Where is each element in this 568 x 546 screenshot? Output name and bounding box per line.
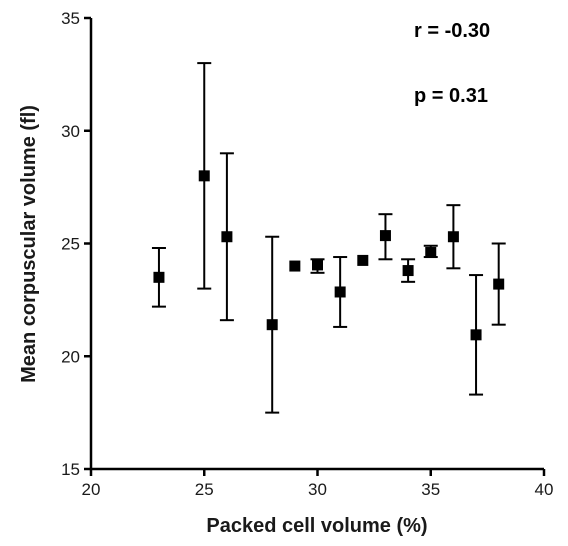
y-ticks: 15 20 25 30 35 [61, 9, 91, 479]
data-point-marker [221, 231, 233, 243]
y-tick-label: 30 [61, 122, 80, 141]
x-tick-label: 30 [308, 480, 327, 499]
data-point-group [357, 254, 369, 266]
data-point-marker [357, 254, 369, 266]
data-point-marker [153, 271, 165, 283]
data-point-marker [266, 319, 278, 331]
y-tick-label: 35 [61, 9, 80, 28]
data-point-marker [493, 278, 505, 290]
data-point-group [401, 258, 416, 283]
y-tick-label: 25 [61, 235, 80, 254]
data-marks [151, 62, 506, 414]
y-axis-title: Mean corpuscular volume (fl) [18, 105, 40, 383]
data-point-group [378, 213, 393, 261]
x-tick-label: 20 [82, 480, 101, 499]
data-point-group [423, 244, 438, 259]
data-point-group [289, 260, 301, 272]
data-point-group [333, 256, 348, 328]
r-annotation: r = -0.30 [414, 20, 490, 42]
x-tick-label: 25 [195, 480, 214, 499]
data-point-marker [470, 329, 482, 341]
p-annotation: p = 0.31 [414, 85, 488, 107]
data-point-group [151, 247, 166, 308]
y-tick-label: 20 [61, 347, 80, 366]
data-point-marker [447, 231, 459, 243]
data-point-group [446, 204, 461, 270]
data-point-group [265, 235, 280, 414]
data-point-group [219, 152, 234, 322]
data-point-marker [425, 247, 437, 259]
data-point-marker [312, 259, 323, 271]
data-point-group [469, 274, 484, 396]
x-tick-label: 40 [535, 480, 554, 499]
y-tick-label: 15 [61, 460, 80, 479]
data-point-marker [334, 286, 346, 298]
x-tick-label: 35 [421, 480, 440, 499]
data-point-marker [379, 230, 391, 242]
x-axis-title: Packed cell volume (%) [206, 515, 427, 537]
data-point-group [197, 62, 212, 290]
data-point-marker [402, 265, 414, 277]
data-point-marker [289, 260, 301, 272]
data-point-group [310, 258, 325, 274]
data-point-group [491, 242, 506, 326]
data-point-marker [198, 170, 210, 182]
x-ticks: 20 25 30 35 40 [82, 469, 554, 499]
